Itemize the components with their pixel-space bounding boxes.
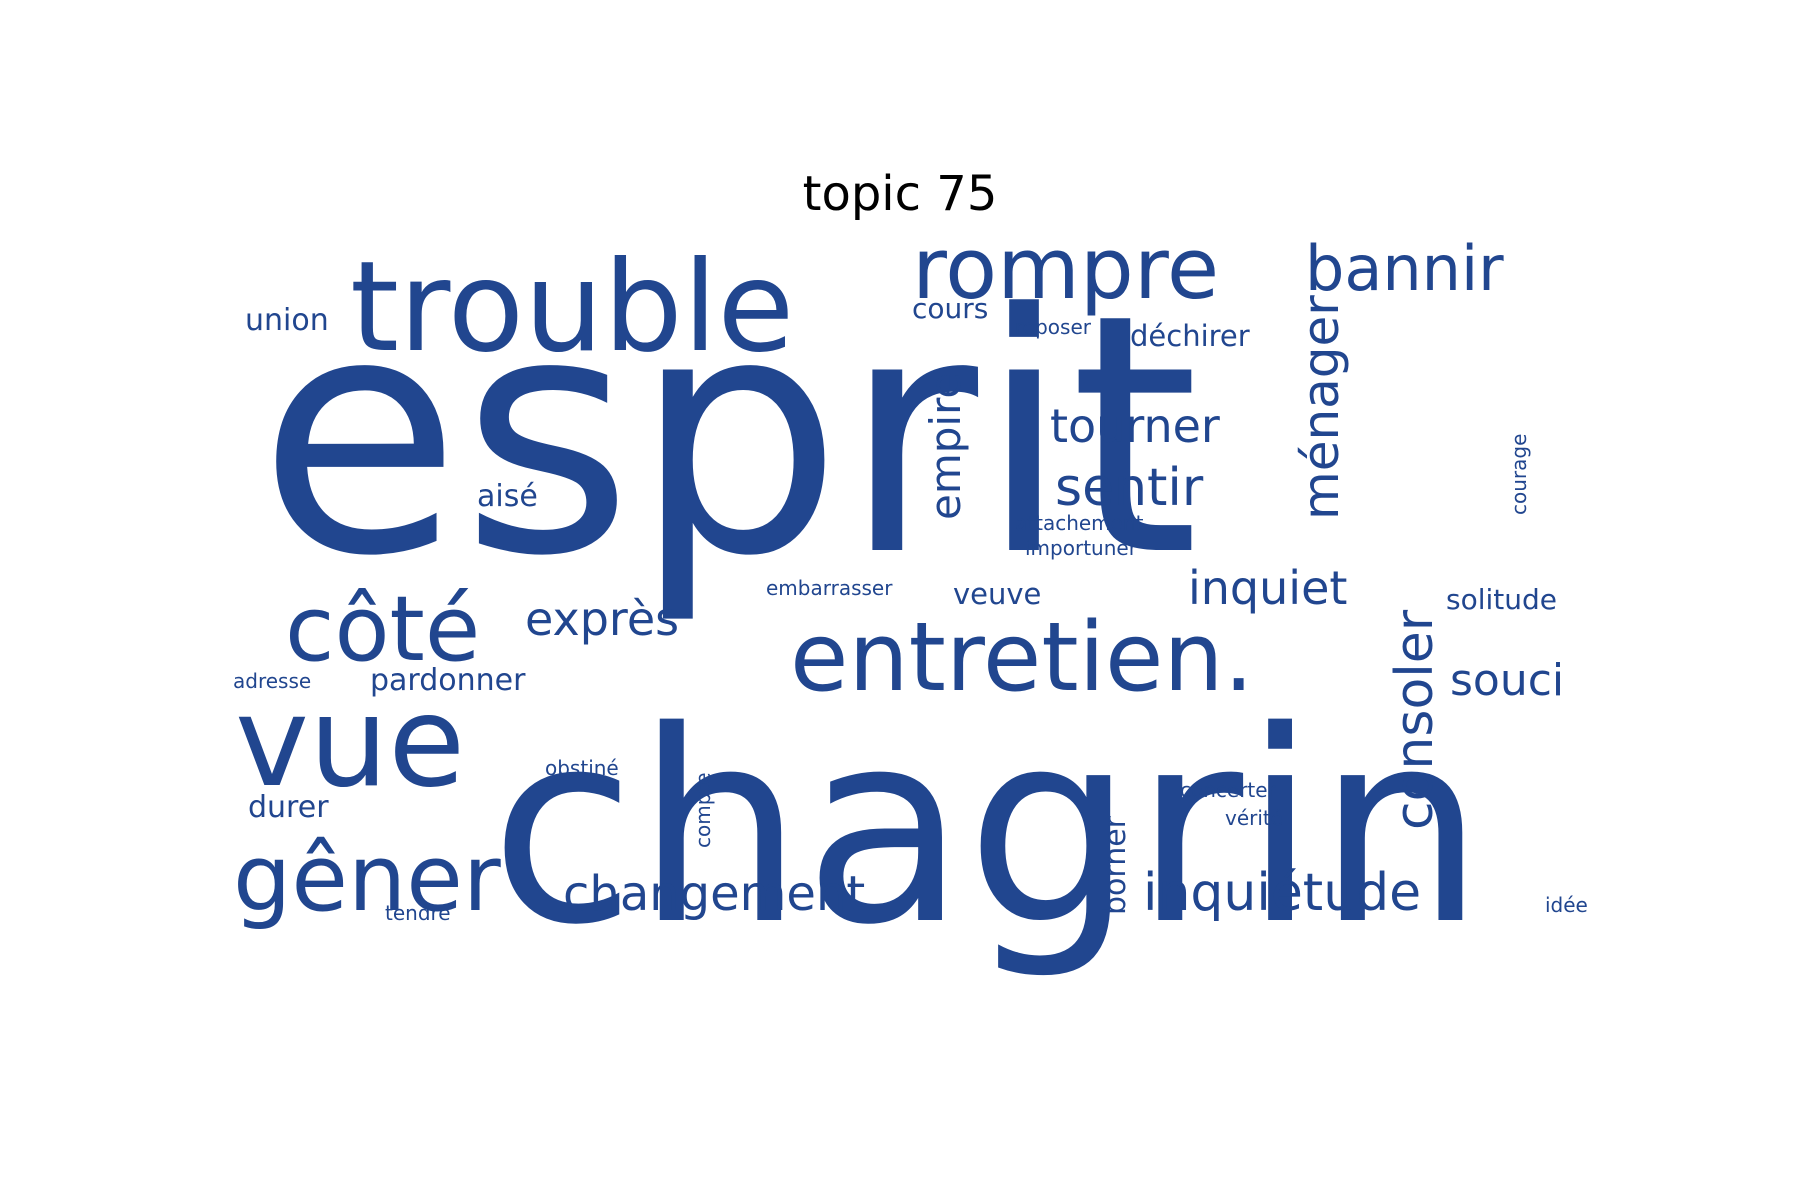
word-38: vérité (1225, 806, 1283, 830)
word-17: changement (563, 866, 865, 922)
word-34: compte (691, 772, 715, 848)
word-39: tendre (385, 901, 451, 925)
word-15: inquiet (1188, 561, 1347, 615)
word-1: esprit (258, 244, 1199, 628)
word-25: courage (1507, 434, 1531, 515)
word-8: gêner (233, 825, 501, 932)
word-18: inquiétude (1143, 863, 1421, 923)
word-7: vue (235, 670, 465, 815)
word-2: chagrin (490, 675, 1485, 983)
word-30: solitude (1446, 583, 1557, 616)
word-10: ménager (1292, 295, 1350, 520)
word-6: côté (285, 577, 480, 682)
word-26: attachement (1015, 511, 1144, 535)
word-22: reposer (1015, 315, 1092, 339)
word-21: cours (912, 292, 988, 325)
word-23: déchirer (1130, 319, 1250, 353)
word-32: pardonner (370, 663, 526, 698)
word-29: veuve (953, 577, 1041, 611)
word-31: adresse (233, 669, 311, 693)
word-33: obstiné (545, 756, 619, 780)
word-36: borner (1098, 815, 1133, 915)
figure-title: topic 75 (802, 166, 998, 222)
word-40: idée (1545, 893, 1588, 917)
word-28: embarrasser (766, 576, 893, 600)
word-5: entretien. (790, 603, 1254, 713)
word-20: union (245, 303, 329, 338)
word-4: rompre (912, 220, 1219, 319)
word-12: empire (921, 373, 970, 520)
word-24: aisé (477, 479, 538, 514)
word-9: bannir (1305, 232, 1504, 305)
word-19: souci (1450, 655, 1564, 706)
word-16: exprès (525, 592, 679, 646)
word-37: concerter (1180, 778, 1277, 802)
word-13: tourner (1050, 399, 1220, 453)
word-3: trouble (350, 235, 794, 380)
word-35: durer (248, 790, 329, 825)
word-11: consoler (1385, 609, 1445, 830)
word-14: sentir (1055, 458, 1204, 518)
word-27: importuner (1025, 536, 1138, 560)
